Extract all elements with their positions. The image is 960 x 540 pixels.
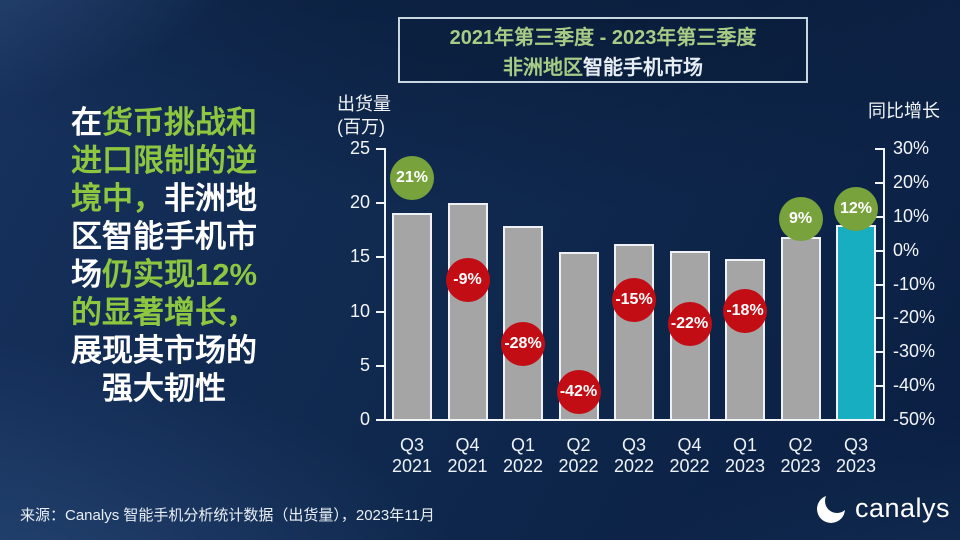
x-axis-label: Q4 2021 (434, 435, 502, 477)
growth-bubble-q3-2023: 12% (834, 186, 878, 231)
shipment-bar-q2-2023 (780, 236, 821, 419)
right-axis-tick (875, 148, 883, 150)
chart-title-box: 2021年第三季度 - 2023年第三季度 非洲地区智能手机市场 (398, 17, 808, 83)
left-axis-tick-label: 0 (359, 409, 370, 429)
x-axis-label-quarter: Q1 (510, 435, 535, 455)
source-note: 来源：Canalys 智能手机分析统计数据（出货量），2023年11月 (20, 507, 435, 524)
right-axis-title: 同比增长 (868, 101, 940, 121)
x-axis-label-year: 2022 (558, 456, 599, 476)
commentary-text: 在货币挑战和进口限制的逆境中，非洲地区智能手机市场仍实现12%的显著增长，展现其… (66, 104, 262, 408)
x-axis-label-quarter: Q3 (399, 435, 424, 455)
right-axis-tick (875, 419, 883, 421)
x-axis-label-quarter: Q1 (732, 435, 757, 455)
shipment-bar-q1-2023 (725, 258, 765, 419)
x-axis-label-quarter: Q4 (455, 435, 480, 455)
chart-title-region: 非洲地区 (503, 56, 583, 79)
right-axis-tick (875, 317, 883, 320)
chart-title-market: 非洲地区智能手机市场 (503, 51, 703, 80)
left-axis-tick-label: 15 (349, 246, 370, 267)
x-axis-label-year: 2023 (780, 456, 821, 476)
left-axis-line (384, 148, 386, 421)
left-axis-tick (376, 202, 384, 205)
right-axis-tick (875, 215, 883, 218)
left-axis-title: 出货量 (百万) (337, 93, 391, 139)
left-axis-tick (376, 419, 384, 421)
left-axis-tick (376, 256, 384, 259)
x-axis-label-quarter: Q3 (843, 435, 868, 455)
x-axis-label: Q3 2023 (822, 435, 890, 477)
growth-bubble-q3-2021: 21% (390, 156, 434, 201)
growth-bubble-q1-2022: -28% (501, 322, 545, 367)
growth-bubble-q3-2022: -15% (612, 278, 656, 323)
growth-bubble-q2-2022: -42% (556, 369, 601, 414)
right-axis-tick (875, 385, 883, 388)
left-axis-tick-label: 10 (349, 300, 370, 321)
chart-title-period: 2021年第三季度 - 2023年第三季度 (449, 26, 757, 49)
x-axis-label: Q4 2022 (656, 435, 724, 477)
left-axis-tick-label: 20 (349, 192, 370, 213)
right-axis-tick-label: -10% (893, 273, 936, 294)
commentary-seg3: 非洲地区智能手机市场 (70, 181, 257, 292)
shipment-bar-q3-2022 (614, 244, 654, 419)
x-axis-label-year: 2023 (835, 456, 877, 476)
left-axis-tick (376, 310, 384, 313)
x-axis-label-quarter: Q2 (788, 435, 813, 455)
right-axis-tick-label: -20% (893, 307, 936, 328)
shipment-bar-q3-2021 (392, 213, 432, 419)
left-axis-title-line2: (百万) (337, 117, 385, 137)
x-axis-line (384, 419, 885, 421)
growth-bubble-q2-2023: 9% (778, 197, 823, 242)
x-axis-label-year: 2021 (447, 456, 488, 476)
right-axis-tick (875, 181, 883, 184)
right-axis-tick (875, 249, 883, 252)
x-axis-label-year: 2021 (391, 456, 433, 476)
x-axis-label: Q3 2022 (600, 435, 668, 477)
right-axis-tick-label: -30% (893, 341, 936, 362)
commentary-seg2: 货币挑战和进口限制的逆境中， (71, 105, 257, 216)
x-axis-label: Q1 2022 (489, 435, 557, 477)
x-axis-label: Q2 2023 (767, 435, 835, 477)
left-axis-tick (376, 364, 384, 367)
x-axis-label-quarter: Q4 (677, 435, 702, 455)
canalys-swoosh-icon (817, 495, 845, 523)
left-axis-tick-label: 5 (359, 354, 370, 375)
commentary-seg5: 展现其市场的强大韧性 (71, 333, 257, 406)
right-axis-tick-label: 20% (893, 171, 930, 192)
left-axis-tick-label: 25 (349, 138, 370, 158)
x-axis-label: Q1 2023 (711, 435, 779, 477)
x-axis-label-quarter: Q2 (566, 435, 591, 455)
x-axis-label: Q2 2022 (545, 435, 613, 477)
right-axis-tick-label: 0% (893, 239, 920, 260)
x-axis-label-year: 2023 (724, 456, 766, 476)
canalys-logo: canalys (814, 491, 950, 525)
commentary-seg4: 仍实现12%的显著增长， (71, 257, 258, 330)
right-axis-tick-label: -50% (893, 409, 936, 429)
left-axis-title-line1: 出货量 (337, 94, 391, 114)
x-axis-label: Q3 2021 (378, 435, 446, 477)
commentary-seg1: 在 (71, 105, 102, 140)
x-axis-label-year: 2022 (502, 456, 544, 476)
right-axis-tick-label: 30% (893, 138, 930, 158)
growth-bubble-q4-2021: -9% (445, 258, 490, 303)
x-axis-label-year: 2022 (669, 456, 710, 476)
right-axis-tick-label: -40% (893, 375, 936, 396)
x-axis-label-year: 2022 (613, 456, 655, 476)
shipment-bar-q3-2023 (836, 224, 876, 419)
shipment-bar-q4-2021 (447, 203, 488, 419)
right-axis-tick (875, 283, 883, 286)
growth-bubble-q1-2023: -18% (723, 288, 767, 333)
right-axis-line (883, 148, 885, 421)
left-axis-tick (376, 148, 384, 150)
canalys-logo-text: canalys (855, 492, 951, 523)
right-axis-tick-label: 10% (893, 205, 930, 226)
chart-title-market-rest: 智能手机市场 (583, 56, 703, 79)
right-axis-tick (875, 351, 883, 354)
growth-bubble-q4-2022: -22% (667, 302, 712, 347)
x-axis-label-quarter: Q3 (621, 435, 646, 455)
